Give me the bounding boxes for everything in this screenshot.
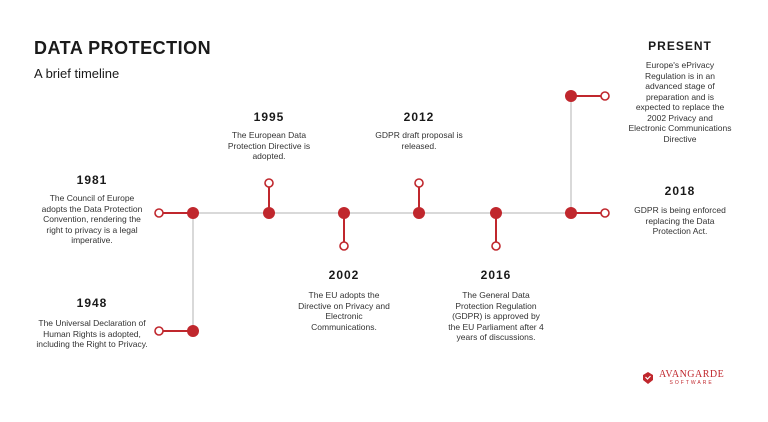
page-subtitle: A brief timeline xyxy=(34,66,120,81)
milestone-dot-2012 xyxy=(413,207,425,219)
end-dot-2002 xyxy=(339,241,349,251)
event-desc-1948: The Universal Declaration of Human Right… xyxy=(36,318,148,349)
logo-name: AVANGARDE xyxy=(659,369,725,380)
event-desc-1981: The Council of Europe adopts the Data Pr… xyxy=(41,193,143,245)
event-year-2012: 2012 xyxy=(403,110,435,124)
brand-logo: AVANGARDE SOFTWARE xyxy=(641,369,724,386)
event-desc-2018: GDPR is being enforced replacing the Dat… xyxy=(634,205,726,236)
milestone-dot-1981 xyxy=(187,207,199,219)
event-year-2002: 2002 xyxy=(328,268,360,282)
event-year-1995: 1995 xyxy=(253,110,285,124)
milestone-dot-2016 xyxy=(490,207,502,219)
page-title: DATA PROTECTION xyxy=(34,38,212,58)
milestone-dot-2002 xyxy=(338,207,350,219)
event-desc-2002: The EU adopts the Directive on Privacy a… xyxy=(298,290,390,332)
event-year-present: PRESENT xyxy=(648,39,712,53)
logo-subtitle: SOFTWARE xyxy=(669,380,714,386)
milestone-dot-2018 xyxy=(565,207,577,219)
end-dot-present xyxy=(600,91,610,101)
end-dot-1981 xyxy=(154,208,164,218)
end-dot-1995 xyxy=(264,178,274,188)
end-dot-2018 xyxy=(600,208,610,218)
event-desc-2016: The General Data Protection Regulation (… xyxy=(448,290,544,342)
event-desc-2012: GDPR draft proposal is released. xyxy=(375,130,463,151)
event-year-1948: 1948 xyxy=(76,296,108,310)
end-dot-2012 xyxy=(414,178,424,188)
milestone-dot-present xyxy=(565,90,577,102)
event-year-2018: 2018 xyxy=(664,184,696,198)
milestone-dot-1948 xyxy=(187,325,199,337)
milestone-dot-1995 xyxy=(263,207,275,219)
event-year-2016: 2016 xyxy=(480,268,512,282)
end-dot-1948 xyxy=(154,326,164,336)
event-year-1981: 1981 xyxy=(76,173,108,187)
event-desc-present: Europe's ePrivacy Regulation is in an ad… xyxy=(628,60,732,144)
event-desc-1995: The European Data Protection Directive i… xyxy=(227,130,311,161)
end-dot-2016 xyxy=(491,241,501,251)
avangarde-shield-icon xyxy=(643,371,653,384)
